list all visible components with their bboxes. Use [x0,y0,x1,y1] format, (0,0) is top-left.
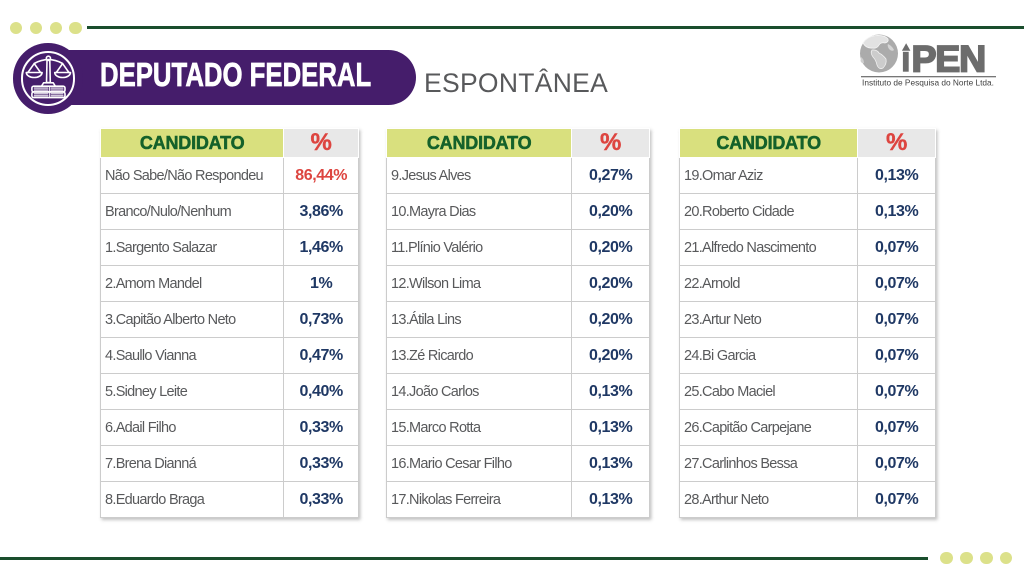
svg-text:PEN: PEN [912,38,986,80]
svg-text:Instituto de Pesquisa do Norte: Instituto de Pesquisa do Norte Ltda. [862,78,994,88]
